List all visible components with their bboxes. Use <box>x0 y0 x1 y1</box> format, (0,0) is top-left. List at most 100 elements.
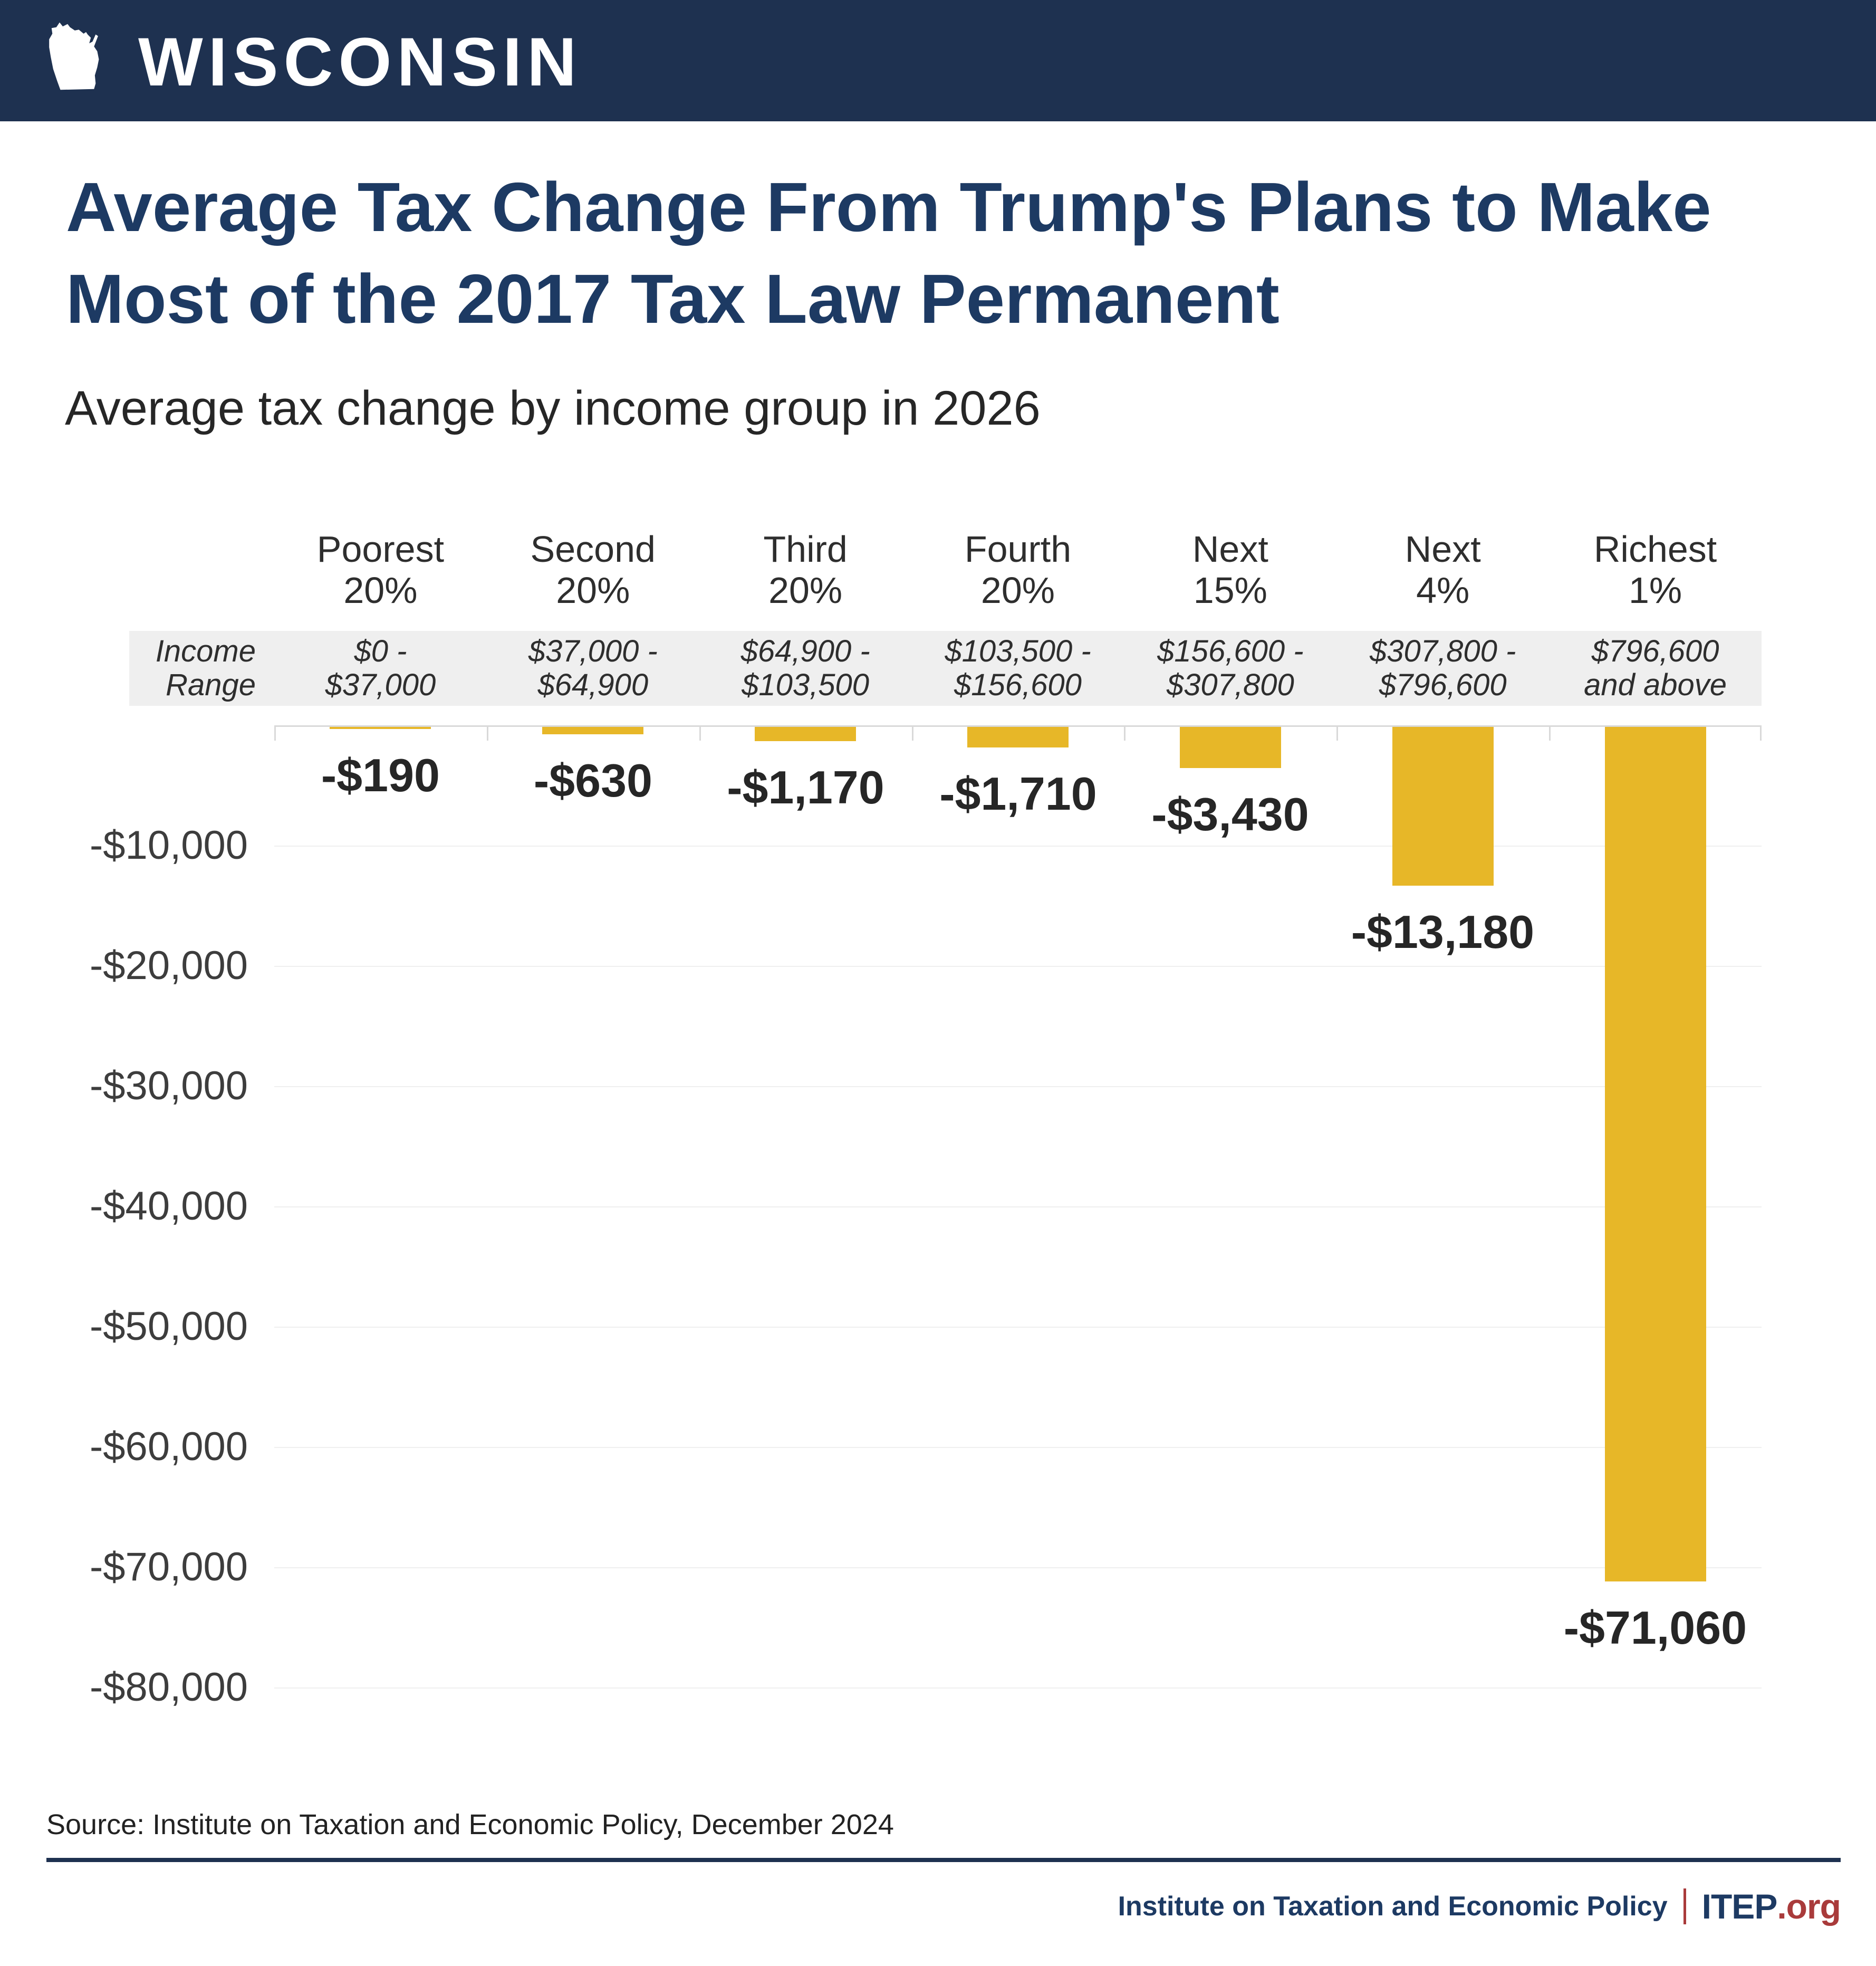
column-header-line1: Next <box>1404 529 1481 570</box>
income-range-line2: and above <box>1584 668 1727 702</box>
income-range-line2: $64,900 <box>537 668 649 702</box>
column-header: Next 4% <box>1336 529 1549 611</box>
bar <box>1392 727 1494 886</box>
bar-value-label: -$630 <box>533 754 652 807</box>
chart-title: Average Tax Change From Trump's Plans to… <box>66 161 1838 345</box>
column-header-line2: 20% <box>556 570 630 611</box>
header-bar: WISCONSIN <box>0 0 1876 121</box>
income-range-cell: $307,800 - $796,600 <box>1336 631 1549 706</box>
income-range-line2: $37,000 <box>325 668 436 702</box>
income-range-line1: $0 - <box>354 634 407 668</box>
y-axis-label: -$60,000 <box>89 1424 248 1469</box>
column-header: Richest 1% <box>1549 529 1762 611</box>
axis-tick <box>912 727 913 741</box>
bar <box>542 727 643 734</box>
column-header-line1: Richest <box>1593 529 1717 570</box>
bar <box>330 727 431 729</box>
state-title: WISCONSIN <box>138 23 582 100</box>
bar-value-label: -$71,060 <box>1563 1601 1747 1654</box>
y-axis-label: -$30,000 <box>89 1063 248 1108</box>
axis-tick <box>1336 727 1338 741</box>
income-range-cell: $0 - $37,000 <box>274 631 487 706</box>
column-header-line1: Next <box>1192 529 1268 570</box>
axis-tick <box>487 727 488 741</box>
income-range-line1: $796,600 <box>1591 634 1719 668</box>
column-header-line1: Third <box>763 529 848 570</box>
income-range-cell: $796,600 and above <box>1549 631 1762 706</box>
axis-tick <box>1549 727 1551 741</box>
y-axis-label: -$80,000 <box>89 1665 248 1710</box>
income-range-line1: $156,600 - <box>1157 634 1304 668</box>
income-range-row-label-line2: Range <box>166 668 256 702</box>
bar <box>1180 727 1281 768</box>
bar-value-label: -$1,170 <box>727 761 884 813</box>
column-header: Next 15% <box>1124 529 1336 611</box>
chart-title-line1: Average Tax Change From Trump's Plans to… <box>66 168 1711 246</box>
y-axis-label: -$40,000 <box>89 1184 248 1229</box>
axis-tick <box>274 727 276 741</box>
income-range-cell: $64,900 - $103,500 <box>699 631 912 706</box>
footer-brand-suffix: .org <box>1777 1887 1841 1926</box>
plot-area: -$190 -$630 -$1,170 -$1,710 -$3,430 -$13,180 -… <box>274 725 1762 1721</box>
column-header-line2: 15% <box>1193 570 1267 611</box>
y-axis-label: -$50,000 <box>89 1304 248 1349</box>
y-axis-label: -$20,000 <box>89 943 248 988</box>
gridline <box>274 966 1762 967</box>
income-range-cell: $103,500 - $156,600 <box>912 631 1124 706</box>
bar-value-label: -$1,710 <box>939 768 1097 820</box>
gridline <box>274 1687 1762 1689</box>
gridline <box>274 1567 1762 1568</box>
income-range-cell: $156,600 - $307,800 <box>1124 631 1336 706</box>
column-header-line2: 1% <box>1628 570 1682 611</box>
bar <box>967 727 1069 747</box>
axis-tick <box>1760 727 1762 741</box>
footer-org: Institute on Taxation and Economic Polic… <box>1118 1891 1668 1922</box>
zero-axis-line <box>274 725 1762 727</box>
bar <box>1605 727 1706 1581</box>
axis-tick <box>699 727 701 741</box>
y-axis-label: -$70,000 <box>89 1545 248 1589</box>
chart-subtitle: Average tax change by income group in 20… <box>65 381 1041 435</box>
gridline <box>274 1086 1762 1087</box>
axis-tick <box>1124 727 1125 741</box>
source-note: Source: Institute on Taxation and Econom… <box>46 1809 894 1840</box>
footer-separator-bar <box>1683 1888 1686 1924</box>
income-range-line2: $796,600 <box>1379 668 1507 702</box>
wisconsin-state-icon <box>49 22 99 90</box>
gridline <box>274 1327 1762 1328</box>
column-header: Third 20% <box>699 529 912 611</box>
footer-divider <box>46 1858 1841 1862</box>
income-range-row-label: Income Range <box>129 631 256 706</box>
footer-brand-name: ITEP <box>1701 1887 1778 1926</box>
footer: Institute on Taxation and Economic Polic… <box>1118 1877 1841 1936</box>
column-header-line2: 4% <box>1416 570 1470 611</box>
income-range-line2: $307,800 <box>1166 668 1294 702</box>
column-header-line2: 20% <box>343 570 418 611</box>
bar-value-label: -$13,180 <box>1351 906 1535 958</box>
gridline <box>274 846 1762 847</box>
column-header: Second 20% <box>487 529 699 611</box>
income-range-line1: $37,000 - <box>528 634 658 668</box>
income-range-cell: $37,000 - $64,900 <box>487 631 699 706</box>
y-axis-label: -$10,000 <box>89 823 248 868</box>
column-header-line1: Poorest <box>316 529 445 570</box>
income-range-line1: $103,500 - <box>945 634 1091 668</box>
bar-value-label: -$190 <box>321 749 440 801</box>
column-header-line1: Second <box>530 529 656 570</box>
income-range-band: Income Range $0 - $37,000 $37,000 - $64,900… <box>129 631 1762 706</box>
income-range-line1: $307,800 - <box>1370 634 1516 668</box>
income-range-line1: $64,900 - <box>740 634 870 668</box>
income-range-row-label-line1: Income <box>155 634 256 668</box>
column-header-line2: 20% <box>768 570 843 611</box>
column-header: Poorest 20% <box>274 529 487 611</box>
bar-value-label: -$3,430 <box>1151 788 1309 840</box>
chart-title-line2: Most of the 2017 Tax Law Permanent <box>66 260 1279 338</box>
footer-brand: ITEP.org <box>1702 1886 1841 1926</box>
income-range-line2: $103,500 <box>742 668 870 702</box>
column-header-line1: Fourth <box>964 529 1072 570</box>
income-range-line2: $156,600 <box>954 668 1082 702</box>
column-header: Fourth 20% <box>912 529 1124 611</box>
bar <box>755 727 856 741</box>
gridline <box>274 1206 1762 1207</box>
